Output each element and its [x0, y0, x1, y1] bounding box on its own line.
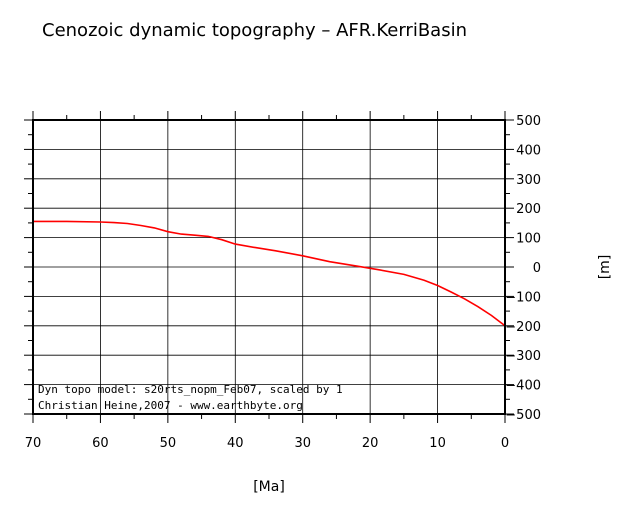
series-line-group	[33, 220, 506, 327]
annotation-line-1: Dyn topo model: s20rts_nopm_Feb07, scale…	[38, 383, 343, 396]
chart-title: Cenozoic dynamic topography – AFR.KerriB…	[42, 20, 467, 41]
x-tick-label: 60	[92, 436, 109, 451]
y-tick-label: 500	[516, 114, 541, 129]
y-tick-label: 400	[516, 143, 541, 158]
y-tick-label: 100	[516, 232, 541, 247]
x-axis-label: [Ma]	[253, 479, 285, 495]
x-tick-label: 30	[294, 436, 311, 451]
y-tick-label: 0	[533, 261, 541, 276]
x-tick-label: 20	[362, 436, 379, 451]
y-tick-label: −400	[505, 379, 541, 394]
y-tick-label: −200	[505, 320, 541, 335]
y-tick-labels: 500 400 300 200 100 0 −100 −200 −300 −400 −500	[505, 114, 541, 423]
y-axis-label: [m]	[597, 255, 613, 280]
y-tick-label: −300	[505, 349, 541, 364]
axis-ticks	[24, 111, 514, 423]
annotation-line-2: Christian Heine,2007 - www.earthbyte.org	[38, 399, 303, 412]
x-tick-label: 40	[227, 436, 244, 451]
x-tick-label: 10	[429, 436, 446, 451]
x-tick-label: 70	[25, 436, 42, 451]
x-tick-labels: 70 60 50 40 30 20 10 0	[25, 436, 509, 451]
y-tick-label: −500	[505, 408, 541, 423]
x-tick-label: 50	[160, 436, 177, 451]
grid	[33, 120, 505, 414]
x-tick-label: 0	[501, 436, 509, 451]
y-tick-label: −100	[505, 290, 541, 305]
y-tick-label: 200	[516, 202, 541, 217]
series-line	[33, 220, 506, 327]
y-tick-label: 300	[516, 173, 541, 188]
